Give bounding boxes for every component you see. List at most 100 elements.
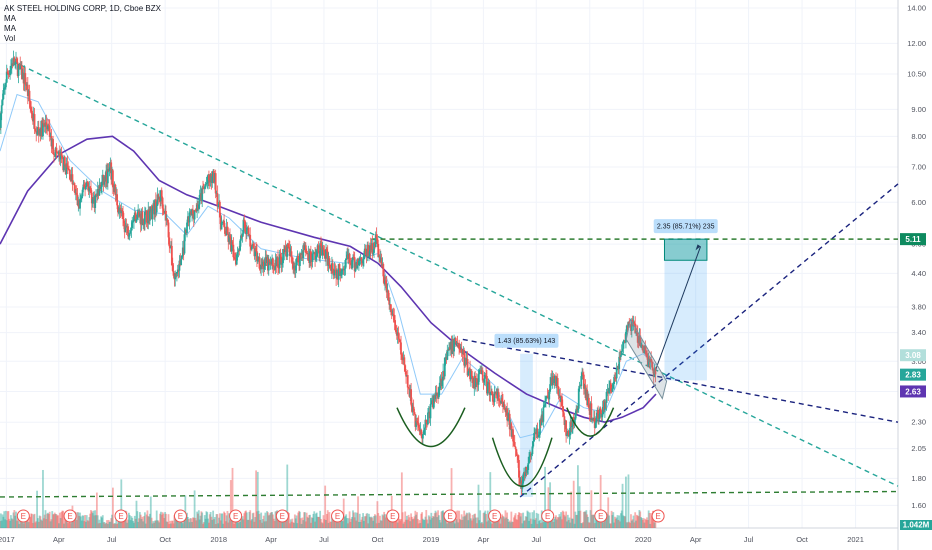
volume-bar	[396, 522, 399, 528]
volume-bar	[364, 516, 367, 528]
volume-bar	[293, 514, 296, 528]
candle-body	[438, 388, 440, 398]
volume-bar	[366, 513, 369, 528]
volume-bar	[582, 522, 584, 528]
volume-bar	[483, 512, 486, 528]
volume-bar	[299, 518, 302, 528]
candle-body	[59, 152, 62, 160]
time-axis[interactable]: 2017 Apr Jul Oct 2018 Apr Jul Oct 2019 Apr Jul Oct 2…	[0, 535, 864, 544]
volume-bar	[303, 512, 306, 528]
candle-body	[518, 459, 520, 478]
candle-body	[525, 466, 528, 473]
volume-bar	[593, 523, 596, 528]
candle-body	[306, 252, 309, 254]
candle-body	[467, 371, 470, 376]
volume-bar	[510, 511, 513, 528]
candle-body	[272, 266, 275, 268]
volume-bar	[227, 522, 230, 528]
volume-bar	[527, 511, 530, 528]
legend-vol[interactable]: Vol	[4, 34, 16, 43]
volume-bar	[84, 514, 86, 528]
candle-body	[91, 199, 94, 204]
volume-bar	[619, 521, 621, 528]
volume-bar	[488, 515, 491, 528]
volume-bar	[266, 512, 269, 528]
candle-body	[262, 261, 265, 270]
candle-body	[168, 237, 171, 247]
volume-bar	[327, 522, 330, 528]
volume-bar	[160, 511, 162, 528]
candle-body	[197, 204, 200, 209]
candle-body	[406, 375, 409, 388]
candle-body	[319, 243, 322, 259]
volume-bar	[162, 513, 165, 528]
volume-bar	[322, 515, 325, 528]
candle-body	[640, 345, 642, 347]
candle-body	[565, 420, 568, 436]
candle-body	[136, 214, 139, 220]
volume-bar	[329, 521, 332, 528]
earnings-mark	[594, 509, 608, 523]
volume-bar	[233, 523, 236, 528]
volume-bar	[428, 516, 431, 528]
legend-ma1[interactable]: MA	[4, 14, 16, 23]
volume-bar	[213, 517, 216, 528]
volume-bar	[47, 512, 49, 528]
volume-bar	[378, 522, 380, 528]
candle-body	[5, 71, 8, 83]
candle-body	[4, 87, 6, 89]
volume-bar	[58, 512, 61, 528]
volume-bar	[133, 522, 135, 528]
candle-body	[172, 270, 175, 276]
volume-bar	[455, 519, 458, 528]
volume-bar	[639, 511, 642, 528]
volume-bar	[143, 516, 145, 528]
candle-body	[619, 355, 622, 357]
volume-bar	[246, 519, 249, 528]
volume-bar	[202, 522, 205, 528]
candle-body	[79, 198, 82, 200]
candle-body	[30, 107, 33, 111]
volume-bar	[555, 519, 558, 528]
volume-bar	[294, 518, 297, 528]
volume-bar	[404, 511, 407, 528]
volume-bar	[616, 515, 619, 528]
volume-bar	[646, 517, 648, 528]
volume-bar	[505, 517, 508, 528]
candle-body	[609, 382, 612, 392]
price-tag	[900, 233, 926, 246]
volume-bar	[435, 512, 438, 528]
candle-body	[458, 343, 461, 350]
candle-body	[85, 186, 87, 190]
candle-body	[320, 243, 322, 246]
volume-bar	[61, 510, 64, 528]
price-axis[interactable]: 14.0012.0010.509.008.007.006.005.004.403…	[900, 4, 932, 531]
candle-body	[612, 383, 615, 389]
volume-bar	[454, 523, 456, 528]
volume-bar	[558, 514, 561, 528]
volume-bar	[312, 513, 315, 528]
candle-body	[255, 248, 257, 252]
candle-body	[80, 196, 83, 199]
candle-body	[532, 441, 535, 447]
candle-body	[481, 370, 484, 381]
volume-bar	[52, 514, 54, 528]
volume-bar	[456, 510, 459, 528]
volume-bar	[640, 517, 642, 528]
volume-bar	[422, 518, 424, 528]
candle-body	[539, 419, 541, 435]
volume-bar	[85, 515, 88, 528]
candle-body	[650, 358, 653, 363]
candle-body	[186, 222, 188, 233]
volume-bar	[223, 511, 225, 528]
measure-boxes: 1.43 (85.63%) 143 2.35 (85.71%) 235	[494, 219, 718, 497]
volume-bar	[650, 513, 653, 528]
volume-bar	[374, 515, 377, 528]
volume-bar	[418, 520, 421, 528]
volume-bar	[170, 523, 172, 528]
volume-bar	[40, 519, 43, 528]
legend-ma2[interactable]: MA	[4, 24, 16, 33]
volume-bar	[341, 520, 343, 528]
volume-bar	[172, 523, 175, 528]
